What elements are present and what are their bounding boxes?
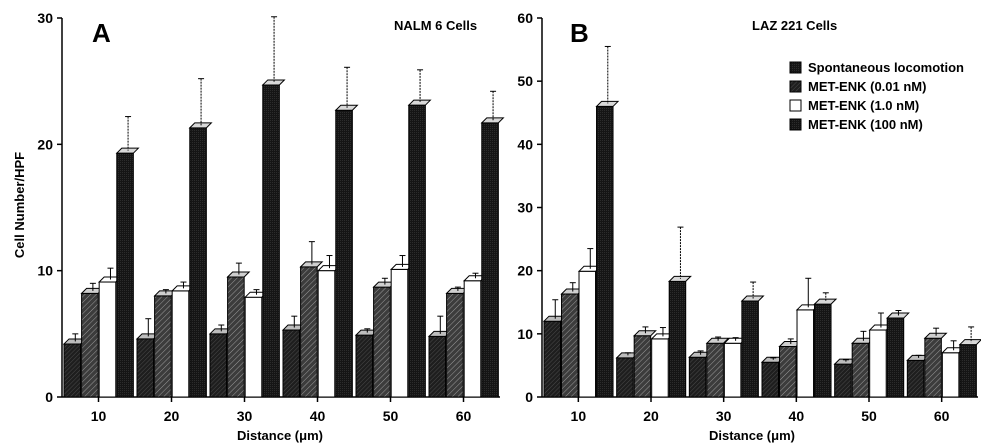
bar	[97, 276, 122, 398]
x-tick-label: 10	[571, 408, 587, 424]
y-tick-label: 60	[517, 10, 533, 26]
x-tick-label: 20	[643, 408, 659, 424]
bar	[480, 117, 505, 398]
bar	[261, 79, 286, 398]
legend-item: MET-ENK (100 nM)	[789, 117, 923, 132]
bar	[334, 104, 359, 398]
bar	[885, 312, 910, 398]
bar	[299, 261, 324, 398]
bar	[389, 263, 414, 398]
panel-a-plot-area: 0 10 20 30 10 20 30 40 50 60	[37, 10, 505, 424]
legend-item: MET-ENK (0.01 nM)	[789, 79, 926, 94]
panel-b-x-axis-label: Distance (μm)	[709, 428, 795, 443]
legend-label: MET-ENK (100 nM)	[808, 117, 923, 132]
panel-a-y-axis-label: Cell Number/HPF	[12, 152, 27, 258]
bar	[115, 147, 140, 398]
y-tick-label: 0	[525, 389, 533, 405]
legend-label: MET-ENK (0.01 nM)	[808, 79, 926, 94]
legend-label: Spontaneous locomotion	[808, 60, 964, 75]
bar	[740, 295, 765, 398]
y-tick-label: 10	[517, 326, 533, 342]
y-tick-label: 20	[517, 263, 533, 279]
y-tick-label: 10	[37, 263, 53, 279]
bar	[813, 298, 838, 398]
bar	[923, 332, 948, 398]
y-tick-label: 40	[517, 136, 533, 152]
chart-legend: Spontaneous locomotion MET-ENK (0.01 nM) M…	[789, 60, 964, 132]
bar	[560, 288, 585, 398]
bar	[705, 337, 730, 398]
bar	[135, 333, 160, 398]
legend-item: Spontaneous locomotion	[789, 60, 964, 75]
legend-label: MET-ENK (1.0 nM)	[808, 98, 919, 113]
x-tick-label: 10	[91, 408, 107, 424]
panel-b-chart: B LAZ 221 Cells Distance (μm) 0 10 20 30 40 5…	[517, 10, 981, 443]
legend-swatch	[789, 61, 802, 74]
panel-a-title: NALM 6 Cells	[394, 18, 477, 33]
y-tick-label: 30	[517, 200, 533, 216]
legend-swatch	[789, 80, 802, 93]
x-tick-label: 50	[861, 408, 877, 424]
bar	[958, 339, 981, 398]
panel-b-plot-area: 0 10 20 30 40 50 60 10 20 30 40 50 60	[517, 10, 981, 424]
legend-swatch	[789, 118, 802, 131]
x-tick-label: 40	[789, 408, 805, 424]
bar	[354, 329, 379, 398]
bar	[188, 122, 213, 398]
y-tick-label: 20	[37, 136, 53, 152]
bar	[407, 99, 432, 398]
panel-a-chart: A NALM 6 Cells Cell Number/HPF Distance …	[12, 10, 505, 443]
x-tick-label: 30	[716, 408, 732, 424]
x-tick-label: 60	[456, 408, 472, 424]
panel-a-letter: A	[92, 18, 111, 48]
panel-b-title: LAZ 221 Cells	[752, 18, 837, 33]
bar	[316, 265, 341, 398]
bar	[445, 287, 470, 398]
y-tick-label: 30	[37, 10, 53, 26]
y-tick-label: 0	[45, 389, 53, 405]
bar	[667, 275, 692, 398]
x-tick-label: 60	[934, 408, 950, 424]
x-tick-label: 40	[310, 408, 326, 424]
bar	[778, 340, 803, 398]
bar	[80, 287, 105, 398]
x-tick-label: 50	[383, 408, 399, 424]
x-tick-label: 20	[164, 408, 180, 424]
bar	[850, 337, 875, 398]
panel-b-letter: B	[570, 18, 589, 48]
panel-a-x-axis-label: Distance (μm)	[237, 428, 323, 443]
legend-item: MET-ENK (1.0 nM)	[789, 98, 919, 113]
legend-swatch	[789, 99, 802, 112]
bar	[595, 100, 620, 398]
y-tick-label: 50	[517, 73, 533, 89]
x-tick-label: 30	[237, 408, 253, 424]
